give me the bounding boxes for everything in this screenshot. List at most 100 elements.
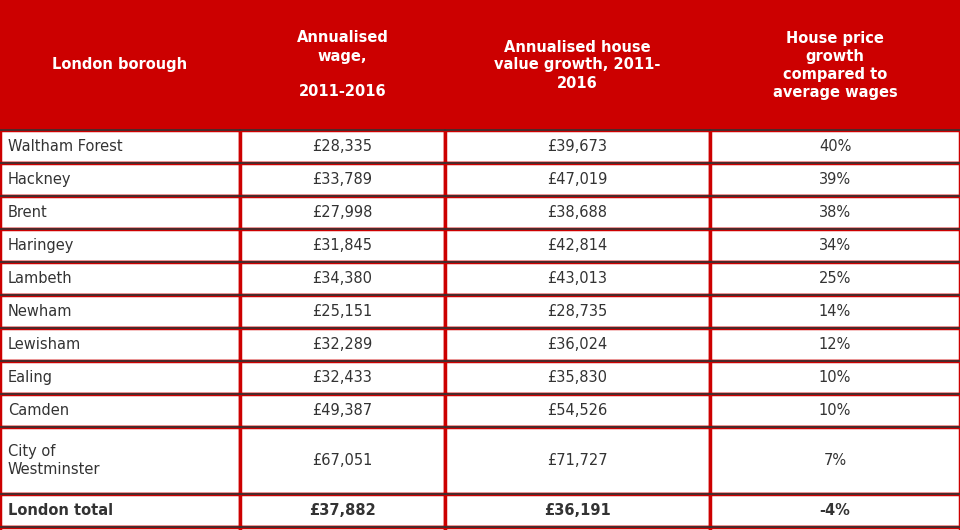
Bar xyxy=(240,494,445,527)
Text: Brent: Brent xyxy=(8,205,48,220)
Text: £28,735: £28,735 xyxy=(547,304,608,319)
Bar xyxy=(445,494,710,527)
Text: Lambeth: Lambeth xyxy=(8,271,73,286)
Text: Ealing: Ealing xyxy=(8,370,53,385)
Bar xyxy=(240,328,445,361)
Bar xyxy=(710,295,960,328)
Bar xyxy=(710,130,960,163)
Bar xyxy=(445,262,710,295)
Text: £36,191: £36,191 xyxy=(544,503,611,518)
Bar xyxy=(710,196,960,229)
Bar xyxy=(240,0,445,130)
Bar xyxy=(710,394,960,427)
Text: 10%: 10% xyxy=(819,403,852,418)
Text: 25%: 25% xyxy=(819,271,852,286)
Text: £39,673: £39,673 xyxy=(547,139,608,154)
Text: Haringey: Haringey xyxy=(8,238,74,253)
Bar xyxy=(710,494,960,527)
Bar xyxy=(710,527,960,530)
Text: 38%: 38% xyxy=(819,205,852,220)
Bar xyxy=(445,361,710,394)
Text: Lewisham: Lewisham xyxy=(8,337,82,352)
Text: £27,998: £27,998 xyxy=(312,205,372,220)
Text: £36,024: £36,024 xyxy=(547,337,608,352)
Text: £49,387: £49,387 xyxy=(312,403,372,418)
Bar xyxy=(0,527,240,530)
Text: £32,433: £32,433 xyxy=(313,370,372,385)
Bar xyxy=(710,262,960,295)
Bar xyxy=(0,295,240,328)
Text: £32,289: £32,289 xyxy=(312,337,372,352)
Bar xyxy=(445,394,710,427)
Text: £35,830: £35,830 xyxy=(547,370,608,385)
Bar xyxy=(445,295,710,328)
Bar xyxy=(240,427,445,494)
Text: 14%: 14% xyxy=(819,304,852,319)
Bar xyxy=(710,163,960,196)
Bar xyxy=(240,130,445,163)
Bar xyxy=(240,163,445,196)
Bar xyxy=(710,229,960,262)
Bar xyxy=(240,527,445,530)
Text: 12%: 12% xyxy=(819,337,852,352)
Bar xyxy=(445,328,710,361)
Bar xyxy=(0,394,240,427)
Text: -4%: -4% xyxy=(820,503,851,518)
Text: City of
Westminster: City of Westminster xyxy=(8,444,101,477)
Bar xyxy=(710,0,960,130)
Bar xyxy=(240,229,445,262)
Text: £67,051: £67,051 xyxy=(312,453,372,468)
Text: London total: London total xyxy=(8,503,113,518)
Bar xyxy=(0,229,240,262)
Text: Hackney: Hackney xyxy=(8,172,71,187)
Text: £31,845: £31,845 xyxy=(313,238,372,253)
Text: £54,526: £54,526 xyxy=(547,403,608,418)
Bar xyxy=(445,527,710,530)
Text: London borough: London borough xyxy=(53,57,187,73)
Bar xyxy=(710,427,960,494)
Bar xyxy=(240,361,445,394)
Text: 10%: 10% xyxy=(819,370,852,385)
Bar xyxy=(0,163,240,196)
Bar xyxy=(0,196,240,229)
Text: Camden: Camden xyxy=(8,403,69,418)
Bar xyxy=(710,361,960,394)
Bar xyxy=(0,262,240,295)
Bar xyxy=(445,196,710,229)
Text: £43,013: £43,013 xyxy=(547,271,608,286)
Text: 34%: 34% xyxy=(819,238,852,253)
Text: Annualised
wage,

2011-2016: Annualised wage, 2011-2016 xyxy=(297,31,389,100)
Text: £38,688: £38,688 xyxy=(547,205,608,220)
Text: House price
growth
compared to
average wages: House price growth compared to average w… xyxy=(773,31,898,100)
Bar xyxy=(240,196,445,229)
Text: £42,814: £42,814 xyxy=(547,238,608,253)
Bar xyxy=(0,427,240,494)
Text: £25,151: £25,151 xyxy=(312,304,372,319)
Text: £37,882: £37,882 xyxy=(309,503,376,518)
Bar xyxy=(445,427,710,494)
Bar xyxy=(445,163,710,196)
Text: Newham: Newham xyxy=(8,304,73,319)
Bar xyxy=(0,494,240,527)
Text: Waltham Forest: Waltham Forest xyxy=(8,139,123,154)
Text: £33,789: £33,789 xyxy=(313,172,372,187)
Bar xyxy=(0,130,240,163)
Text: 39%: 39% xyxy=(819,172,852,187)
Text: £71,727: £71,727 xyxy=(547,453,608,468)
Bar xyxy=(710,328,960,361)
Bar xyxy=(240,295,445,328)
Text: £28,335: £28,335 xyxy=(313,139,372,154)
Bar xyxy=(240,394,445,427)
Bar xyxy=(0,0,240,130)
Bar xyxy=(240,262,445,295)
Text: £34,380: £34,380 xyxy=(313,271,372,286)
Bar xyxy=(0,361,240,394)
Bar xyxy=(0,328,240,361)
Text: 7%: 7% xyxy=(824,453,847,468)
Bar xyxy=(445,229,710,262)
Bar xyxy=(445,0,710,130)
Text: £47,019: £47,019 xyxy=(547,172,608,187)
Bar xyxy=(445,130,710,163)
Text: Annualised house
value growth, 2011-
2016: Annualised house value growth, 2011- 201… xyxy=(494,40,660,91)
Text: 40%: 40% xyxy=(819,139,852,154)
